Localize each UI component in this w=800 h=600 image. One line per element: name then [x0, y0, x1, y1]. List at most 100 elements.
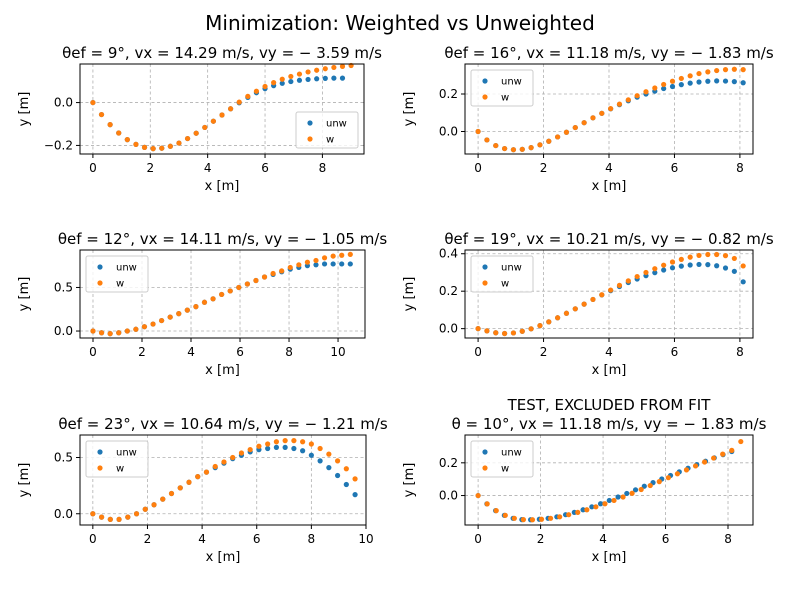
x-tick-label: 0 — [474, 532, 482, 546]
data-point-w — [253, 88, 260, 94]
data-point-w — [339, 63, 346, 69]
legend-label-w: w — [501, 93, 509, 104]
figure-suptitle: Minimization: Weighted vs Unweighted — [205, 11, 595, 35]
data-point-w — [634, 273, 640, 280]
x-tick-label: 4 — [198, 532, 206, 546]
data-point-unw — [722, 265, 729, 271]
legend-label-unw: unw — [501, 448, 522, 459]
data-point-unw — [322, 75, 328, 81]
y-axis-label: y [m] — [402, 92, 417, 127]
subplot-title: TEST, EXCLUDED FROM FIT — [507, 396, 712, 414]
data-point-w — [502, 330, 508, 337]
data-point-w — [261, 274, 268, 280]
data-point-w — [519, 146, 525, 152]
data-point-w — [616, 101, 623, 107]
data-point-w — [107, 516, 113, 522]
data-point-w — [116, 516, 122, 522]
x-tick-label: 6 — [662, 532, 670, 546]
legend-marker-unw — [307, 120, 313, 126]
y-axis-label: y [m] — [17, 277, 32, 312]
data-point-w — [212, 463, 218, 470]
data-point-w — [722, 67, 729, 73]
subplot-title: θef = 19°, vx = 10.21 m/s, vy = − 0.82 m… — [444, 230, 774, 248]
data-point-w — [546, 138, 552, 144]
data-point-unw — [352, 492, 358, 498]
data-point-w — [652, 266, 658, 272]
data-point-unw — [288, 78, 294, 85]
x-tick-label: 2 — [537, 532, 545, 546]
data-point-w — [687, 254, 693, 260]
data-point-w — [714, 251, 720, 258]
data-point-w — [334, 458, 341, 464]
data-point-w — [729, 447, 735, 453]
data-point-unw — [300, 448, 306, 454]
data-point-w — [141, 144, 148, 150]
data-point-w — [245, 93, 251, 99]
data-point-w — [195, 474, 201, 480]
series-w — [475, 438, 744, 523]
x-tick-label: 2 — [146, 161, 154, 175]
data-point-unw — [632, 487, 639, 493]
data-point-w — [313, 257, 319, 264]
data-point-unw — [722, 78, 729, 84]
data-point-unw — [291, 445, 297, 452]
legend: unw w — [85, 255, 149, 293]
subplot-6: 0 2 4 6 8 0.0 0.2 x [m] y [m] TEST, EXCLUDED FROM… — [402, 396, 767, 565]
data-point-unw — [641, 483, 647, 489]
legend-marker-w — [482, 465, 488, 471]
legend-label-unw: unw — [501, 77, 522, 88]
data-point-w — [247, 447, 253, 453]
x-tick-label: 0 — [89, 532, 97, 546]
x-tick-label: 8 — [736, 161, 744, 175]
x-tick-label: 8 — [736, 345, 744, 359]
data-point-w — [665, 475, 671, 481]
data-point-w — [331, 64, 337, 71]
data-point-w — [484, 328, 490, 334]
data-point-unw — [696, 79, 702, 85]
x-tick-label: 6 — [671, 161, 679, 175]
data-point-w — [177, 485, 183, 491]
data-point-unw — [279, 80, 285, 86]
data-point-w — [625, 278, 631, 284]
data-point-unw — [343, 481, 349, 488]
data-point-w — [282, 438, 288, 444]
legend-marker-unw — [482, 78, 488, 84]
data-point-w — [493, 330, 499, 336]
data-point-unw — [624, 490, 630, 497]
data-point-w — [98, 514, 105, 520]
subplot-title: θef = 12°, vx = 14.11 m/s, vy = − 1.05 m… — [58, 230, 388, 248]
legend: unw w — [85, 440, 149, 478]
data-point-unw — [339, 261, 345, 267]
data-point-w — [304, 259, 311, 265]
axes-frame — [464, 434, 754, 526]
data-point-w — [300, 439, 306, 445]
data-point-w — [203, 469, 210, 475]
data-point-w — [236, 284, 242, 291]
data-point-w — [620, 494, 626, 500]
data-point-w — [538, 516, 545, 522]
data-point-w — [236, 99, 242, 105]
x-tick-label: 10 — [358, 532, 373, 546]
data-point-w — [696, 70, 702, 77]
data-point-w — [683, 467, 690, 473]
y-tick-label: 0.2 — [439, 456, 458, 470]
data-point-w — [270, 270, 276, 277]
data-point-w — [90, 99, 96, 106]
data-point-w — [738, 438, 744, 445]
data-point-w — [731, 255, 737, 262]
data-point-unw — [313, 262, 319, 268]
data-point-w — [90, 511, 96, 517]
data-point-w — [701, 459, 708, 465]
data-point-w — [656, 479, 662, 485]
y-tick-label: 0.0 — [54, 324, 73, 338]
legend-label-w: w — [116, 279, 124, 290]
data-point-w — [529, 517, 536, 523]
data-point-w — [176, 140, 182, 146]
data-point-w — [256, 443, 262, 449]
legend: unw w — [295, 111, 359, 149]
data-point-w — [590, 296, 596, 303]
data-point-w — [221, 459, 227, 465]
subplot-1: 0 2 4 6 8 −0.2 0.0 x [m] y [m] θef = 9°, vx = 14.… — [17, 44, 382, 194]
x-tick-label: 0 — [474, 161, 482, 175]
